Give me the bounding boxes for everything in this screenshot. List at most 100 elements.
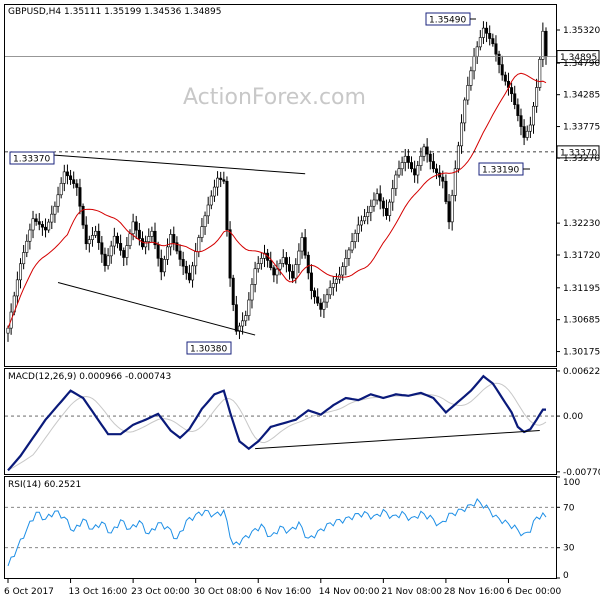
candle-body	[309, 272, 313, 291]
candle-body	[134, 221, 138, 231]
x-tick-label: 13 Oct 16:00	[69, 587, 128, 597]
candle-body	[212, 186, 216, 197]
candle-body	[447, 201, 451, 223]
candle-body	[156, 244, 160, 259]
x-tick-label: 6 Oct 2017	[4, 587, 54, 597]
candle-body	[519, 115, 523, 127]
candle-body	[341, 266, 345, 276]
candle-body	[431, 161, 435, 170]
candle-body	[475, 46, 479, 57]
price-tick-label: 1.35320	[563, 26, 600, 36]
candle-body	[250, 284, 254, 301]
candle-body	[203, 215, 207, 227]
candle-body	[466, 85, 470, 101]
x-tick-label: 28 Nov 16:00	[444, 587, 505, 597]
watermark: ActionForex.com	[183, 85, 366, 110]
candle-body	[197, 237, 201, 252]
candle-body	[62, 171, 66, 184]
candle-body	[463, 99, 467, 124]
candle-body	[494, 43, 498, 55]
candle-body	[47, 221, 51, 231]
candle-body	[288, 264, 292, 272]
candle-body	[525, 130, 529, 138]
candle-body	[488, 33, 492, 39]
candle-body	[115, 235, 119, 244]
x-tick-label: 23 Oct 00:00	[131, 587, 190, 597]
candle-body	[491, 38, 495, 45]
candle-body	[544, 30, 548, 57]
candle-body	[322, 301, 326, 310]
candle-body	[269, 260, 273, 269]
candle-body	[162, 259, 166, 273]
candle-body	[40, 224, 44, 228]
candle-body	[278, 263, 282, 270]
candle-body	[413, 168, 417, 176]
x-tick-label: 6 Dec 00:00	[506, 587, 561, 597]
candle-body	[84, 224, 88, 245]
candle-body	[247, 299, 251, 316]
candle-body	[103, 253, 107, 266]
candle-body	[97, 230, 101, 244]
candle-body	[456, 145, 460, 170]
candle-body	[78, 187, 82, 207]
support-line	[57, 282, 256, 336]
candle-body	[350, 241, 354, 251]
candle-body	[22, 252, 26, 265]
candle-body	[384, 208, 388, 216]
candle-body	[472, 55, 476, 72]
candle-body	[359, 220, 363, 226]
price-tick-label: 1.34285	[563, 91, 600, 101]
candle-body	[460, 122, 464, 147]
candle-body	[37, 221, 41, 225]
candle-body	[219, 177, 223, 180]
candle-body	[262, 252, 266, 259]
candle-body	[400, 162, 404, 170]
candle-body	[100, 242, 104, 255]
candle-body	[403, 155, 407, 163]
candle-body	[231, 277, 235, 305]
candle-body	[453, 168, 457, 196]
candle-body	[244, 315, 248, 322]
candle-body	[150, 230, 154, 237]
macd-tick-label: 0.00	[563, 412, 583, 422]
annotation-box	[186, 341, 232, 355]
candle-body	[253, 268, 257, 285]
candle-body	[394, 174, 398, 189]
candle-body	[137, 229, 141, 239]
candle-body	[194, 251, 198, 267]
candle-body	[428, 153, 432, 162]
candle-body	[366, 212, 370, 217]
candle-body	[497, 53, 501, 65]
price-tick-label: 1.31195	[563, 284, 600, 294]
rsi-line	[7, 498, 547, 567]
candle-body	[125, 245, 129, 258]
candle-body	[281, 257, 285, 264]
annotation-label: 1.35490	[429, 16, 466, 26]
candle-body	[19, 263, 23, 281]
candle-body	[259, 258, 263, 264]
candle-body	[72, 179, 76, 184]
x-tick-label: 21 Nov 08:00	[381, 587, 442, 597]
current-price-tag	[556, 50, 600, 64]
candle-body	[272, 267, 276, 276]
macd-panel	[4, 368, 557, 475]
candle-body	[425, 146, 429, 155]
candle-body	[256, 263, 260, 270]
macd-title: MACD(12,26,9) 0.000966 -0.000743	[8, 372, 171, 382]
price-tick-label: 1.34790	[563, 59, 600, 69]
resistance-line	[11, 151, 306, 175]
hline-price-label: 1.33370	[560, 148, 597, 158]
candle-body	[234, 304, 238, 332]
candle-body	[409, 162, 413, 170]
rsi-tick-label: 70	[563, 503, 575, 513]
annotation-label: 1.33190	[482, 166, 519, 176]
candle-body	[144, 241, 148, 248]
price-tick-label: 1.31720	[563, 251, 600, 261]
candle-body	[44, 226, 48, 231]
candle-body	[153, 230, 157, 246]
candle-body	[159, 258, 163, 273]
candle-body	[344, 258, 348, 267]
x-tick-label: 6 Nov 16:00	[256, 587, 311, 597]
price-tick-label: 1.30685	[563, 316, 600, 326]
candle-body	[513, 93, 517, 105]
